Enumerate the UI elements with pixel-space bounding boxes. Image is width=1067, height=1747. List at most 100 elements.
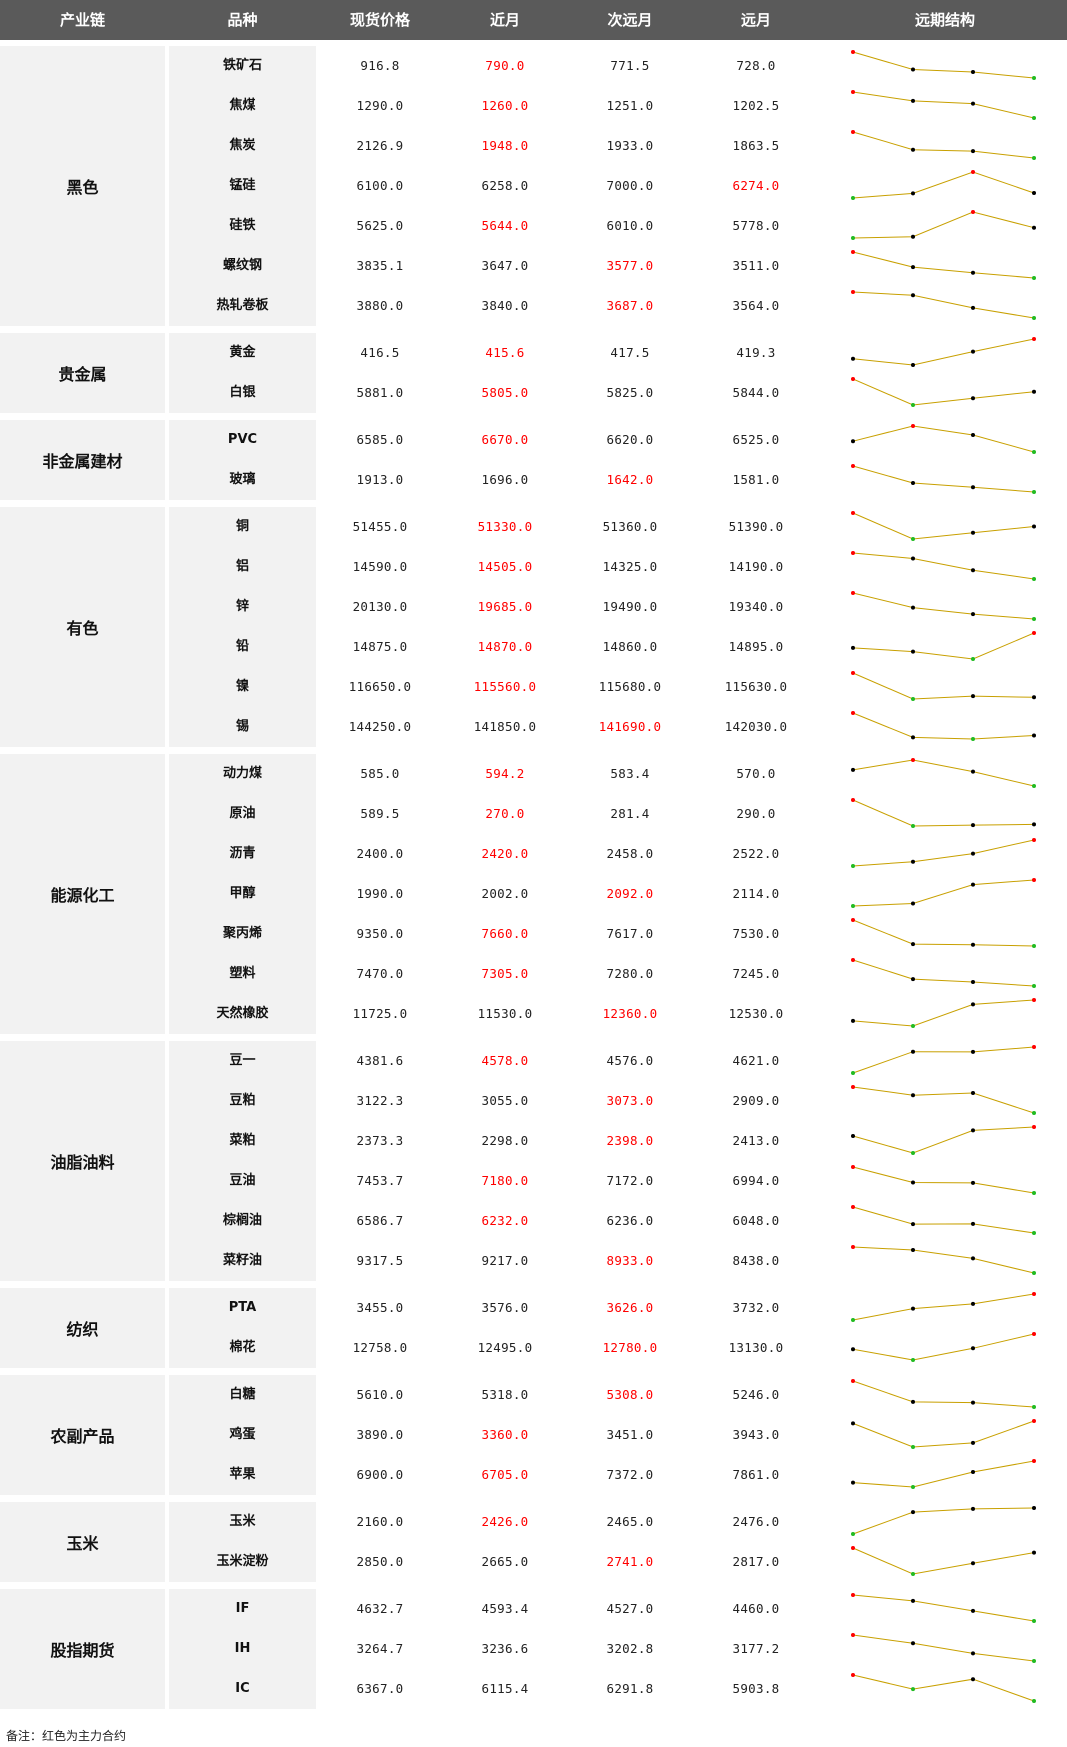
sparkline-point [851, 1532, 855, 1536]
sparkline-point [971, 737, 975, 741]
far-month-cell: 2909.0 [732, 1093, 780, 1108]
sparkline-point [1032, 116, 1036, 120]
sparkline-path [852, 1380, 1035, 1408]
far-month-cell: 7861.0 [732, 1467, 780, 1482]
spot-price-cell: 2850.0 [356, 1554, 404, 1569]
sparkline-path [852, 1507, 1035, 1535]
sparkline-point [1032, 1619, 1036, 1623]
sparkline-point [971, 851, 975, 856]
footnote: 备注：红色为主力合约 [6, 1729, 127, 1743]
sparkline-point [911, 98, 915, 103]
sparkline-path [852, 465, 1035, 493]
sparkline-point [911, 1248, 915, 1252]
near-month-cell: 6258.0 [481, 178, 529, 193]
sparkline-point [851, 250, 855, 254]
spot-price-cell: 416.5 [360, 345, 400, 360]
sparkline-point [1032, 490, 1036, 494]
next-month-cell: 3626.0 [606, 1300, 654, 1315]
variety-name: 锡 [235, 719, 249, 734]
sparkline-point [971, 1400, 975, 1405]
sparkline-point [1032, 631, 1036, 635]
near-month-cell: 5805.0 [481, 385, 529, 400]
next-month-cell: 5825.0 [606, 385, 654, 400]
spot-price-cell: 2126.9 [356, 138, 404, 153]
sparkline-point [851, 1245, 855, 1249]
group-separator [0, 1495, 1067, 1502]
far-month-cell: 3564.0 [732, 298, 780, 313]
sparkline-point [971, 1256, 975, 1261]
sparkline-point [851, 1071, 855, 1075]
sparkline-point [1032, 524, 1036, 529]
sparkline-point [911, 942, 915, 947]
next-month-cell: 281.4 [610, 806, 650, 821]
near-month-cell: 141850.0 [473, 719, 537, 734]
sparkline-point [1032, 577, 1036, 581]
sparkline-path [852, 712, 1035, 740]
group-separator [0, 1368, 1067, 1375]
table-row: PVC 6585.0 6670.0 6620.0 6525.0 [0, 420, 1067, 460]
sparkline-point [971, 396, 975, 401]
sparkline-path [852, 1246, 1035, 1274]
far-month-cell: 13130.0 [728, 1340, 784, 1355]
sparkline-point [911, 605, 915, 610]
next-month-cell: 3451.0 [606, 1427, 654, 1442]
table-row: 动力煤 585.0 594.2 583.4 570.0 [0, 754, 1067, 794]
sparkline-point [851, 551, 855, 555]
spot-price-cell: 20130.0 [352, 599, 408, 614]
near-month-cell: 1696.0 [481, 472, 529, 487]
sparkline-point [971, 1128, 975, 1133]
near-month-cell: 2298.0 [481, 1133, 529, 1148]
far-month-cell: 3511.0 [732, 258, 780, 273]
near-month-cell: 1260.0 [481, 98, 529, 113]
group-separator [0, 500, 1067, 507]
sparkline-point [911, 824, 915, 828]
near-month-cell: 3647.0 [481, 258, 529, 273]
sparkline-point [971, 942, 975, 947]
sparkline-point [1032, 784, 1036, 788]
table-row: 原油 589.5 270.0 281.4 290.0 [0, 794, 1067, 834]
sparkline-path [852, 512, 1035, 540]
spot-price-cell: 4632.7 [356, 1601, 404, 1616]
near-month-cell: 19685.0 [477, 599, 533, 614]
variety-name: 菜粕 [229, 1133, 256, 1148]
sparkline-path [852, 1166, 1035, 1194]
sparkline-path [852, 338, 1035, 366]
sparkline-point [911, 1093, 915, 1098]
spot-price-cell: 3880.0 [356, 298, 404, 313]
sparkline-point [851, 1379, 855, 1383]
next-month-cell: 7280.0 [606, 966, 654, 981]
spot-price-cell: 2160.0 [356, 1514, 404, 1529]
sparkline-point [911, 537, 915, 541]
sparkline-path [852, 632, 1035, 660]
sparkline-point [971, 1180, 975, 1185]
far-month-cell: 115630.0 [724, 679, 788, 694]
next-month-cell: 6291.8 [606, 1681, 654, 1696]
sparkline-point [1032, 1506, 1036, 1510]
sparkline-path [852, 1293, 1035, 1321]
table-row: 豆一 4381.6 4578.0 4576.0 4621.0 [0, 1041, 1067, 1081]
near-month-cell: 3360.0 [481, 1427, 529, 1442]
far-month-cell: 570.0 [736, 766, 776, 781]
far-month-cell: 5903.8 [732, 1681, 780, 1696]
next-month-cell: 115680.0 [598, 679, 662, 694]
sparkline-point [971, 530, 975, 535]
far-month-cell: 2522.0 [732, 846, 780, 861]
sparkline-point [911, 1049, 915, 1054]
sparkline-point [851, 864, 855, 868]
spot-price-cell: 9317.5 [356, 1253, 404, 1268]
sparkline-point [1032, 1550, 1036, 1555]
sparkline-point [1032, 1659, 1036, 1663]
variety-name: 动力煤 [222, 766, 262, 781]
variety-name: 铅 [235, 639, 249, 654]
variety-name: 聚丙烯 [222, 926, 262, 941]
variety-column-bg [169, 1502, 316, 1582]
sparkline-point [911, 901, 915, 906]
sparkline-point [1032, 1419, 1036, 1423]
sparkline-point [911, 735, 915, 740]
sparkline-point [911, 67, 915, 72]
sparkline-point [1032, 838, 1036, 842]
near-month-cell: 4578.0 [481, 1053, 529, 1068]
sparkline-point [851, 798, 855, 802]
far-month-cell: 1202.5 [732, 98, 780, 113]
far-month-cell: 4460.0 [732, 1601, 780, 1616]
